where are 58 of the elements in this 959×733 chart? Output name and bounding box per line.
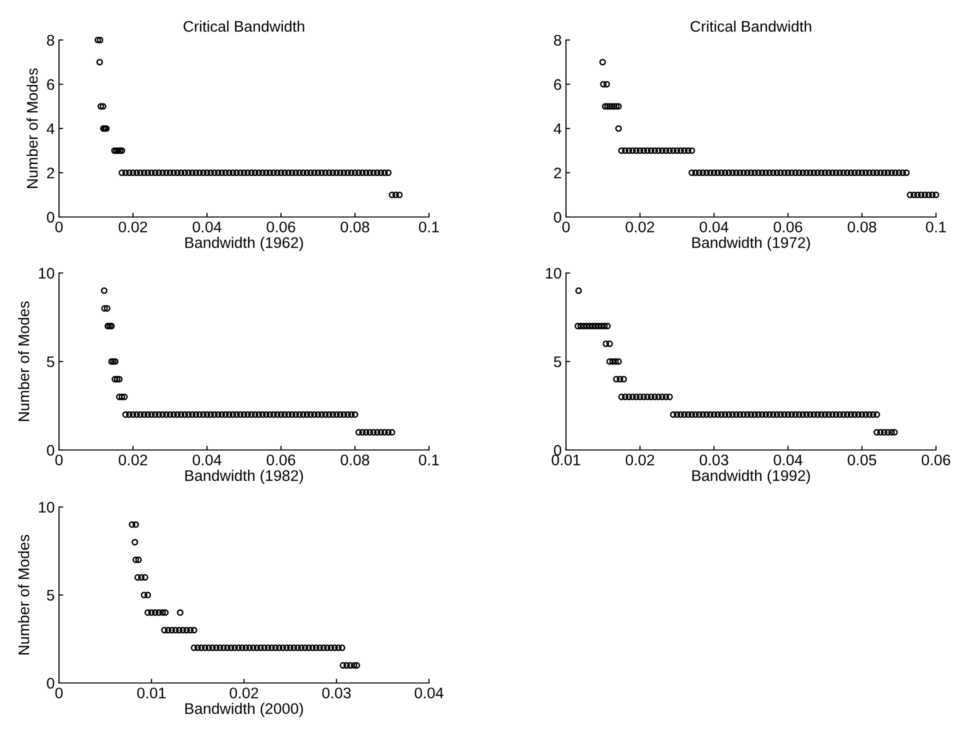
y-axis-title: Number of Modes — [18, 301, 30, 421]
x-tick-label: 0 — [562, 222, 570, 232]
x-tick-label: 0.1 — [418, 454, 439, 466]
x-tick-label: 0.02 — [118, 222, 148, 232]
y-axis-title: Number of Modes — [26, 68, 38, 188]
y-tick-label: 8 — [47, 34, 54, 46]
y-tick-label: 4 — [46, 124, 54, 134]
x-tick-label: 0.06 — [266, 454, 296, 466]
x-tick-label: 0.04 — [192, 454, 222, 466]
x-tick-label: 0 — [55, 222, 63, 232]
x-tick-label: 0.02 — [626, 454, 654, 466]
y-tick-label: 6 — [554, 79, 562, 90]
x-tick-label: 0.08 — [848, 222, 876, 232]
x-tick-label: 0.08 — [340, 222, 370, 232]
x-tick-label: 0 — [55, 454, 63, 466]
x-tick-label: 0.04 — [192, 222, 222, 232]
x-tick-label: 0.06 — [922, 454, 950, 466]
y-tick-label: 0 — [554, 444, 562, 456]
x-tick-label: 0.03 — [322, 688, 351, 698]
y-tick-label: 0 — [46, 444, 54, 456]
x-tick-label: 0.1 — [926, 222, 946, 232]
x-axis-title: Bandwidth (2000) — [185, 702, 303, 718]
y-tick-label: 10 — [39, 268, 54, 279]
y-tick-label: 8 — [554, 34, 562, 46]
y-tick-label: 0 — [46, 212, 54, 223]
x-tick-label: 0.01 — [137, 688, 166, 698]
chart-title: Critical Bandwidth — [690, 20, 812, 32]
y-tick-label: 2 — [47, 168, 54, 178]
x-tick-label: 0.06 — [774, 222, 802, 232]
x-axis-title: Bandwidth (1972) — [692, 236, 810, 252]
x-tick-label: 0.04 — [774, 454, 802, 466]
x-tick-label: 0.04 — [700, 222, 728, 232]
x-tick-label: 0.02 — [230, 688, 258, 698]
x-tick-label: 0.05 — [848, 454, 876, 466]
x-tick-label: 0.08 — [340, 454, 370, 466]
y-tick-label: 5 — [46, 590, 54, 601]
y-tick-label: 6 — [47, 79, 54, 90]
x-axis-title: Bandwidth (1962) — [185, 236, 303, 252]
y-tick-label: 10 — [39, 502, 54, 513]
y-tick-label: 10 — [546, 268, 562, 279]
y-tick-label: 5 — [46, 356, 54, 368]
x-tick-label: 0.02 — [118, 454, 148, 466]
x-tick-label: 0.03 — [700, 454, 728, 466]
x-tick-label: 0 — [55, 688, 63, 698]
y-axis-title: Number of Modes — [18, 534, 30, 654]
x-axis-title: Bandwidth (1992) — [692, 470, 810, 484]
y-tick-label: 2 — [554, 168, 562, 178]
x-tick-label: 0.01 — [552, 454, 580, 466]
y-tick-label: 0 — [46, 678, 54, 689]
y-tick-label: 5 — [554, 356, 562, 368]
chart-title: Critical Bandwidth — [184, 20, 304, 32]
x-tick-label: 0.04 — [414, 688, 444, 698]
y-tick-label: 0 — [554, 212, 562, 223]
x-tick-label: 0.02 — [626, 222, 654, 232]
x-tick-label: 0.1 — [418, 222, 439, 232]
x-tick-label: 0.06 — [266, 222, 296, 232]
x-axis-title: Bandwidth (1982) — [185, 470, 303, 484]
y-tick-label: 4 — [554, 124, 562, 134]
